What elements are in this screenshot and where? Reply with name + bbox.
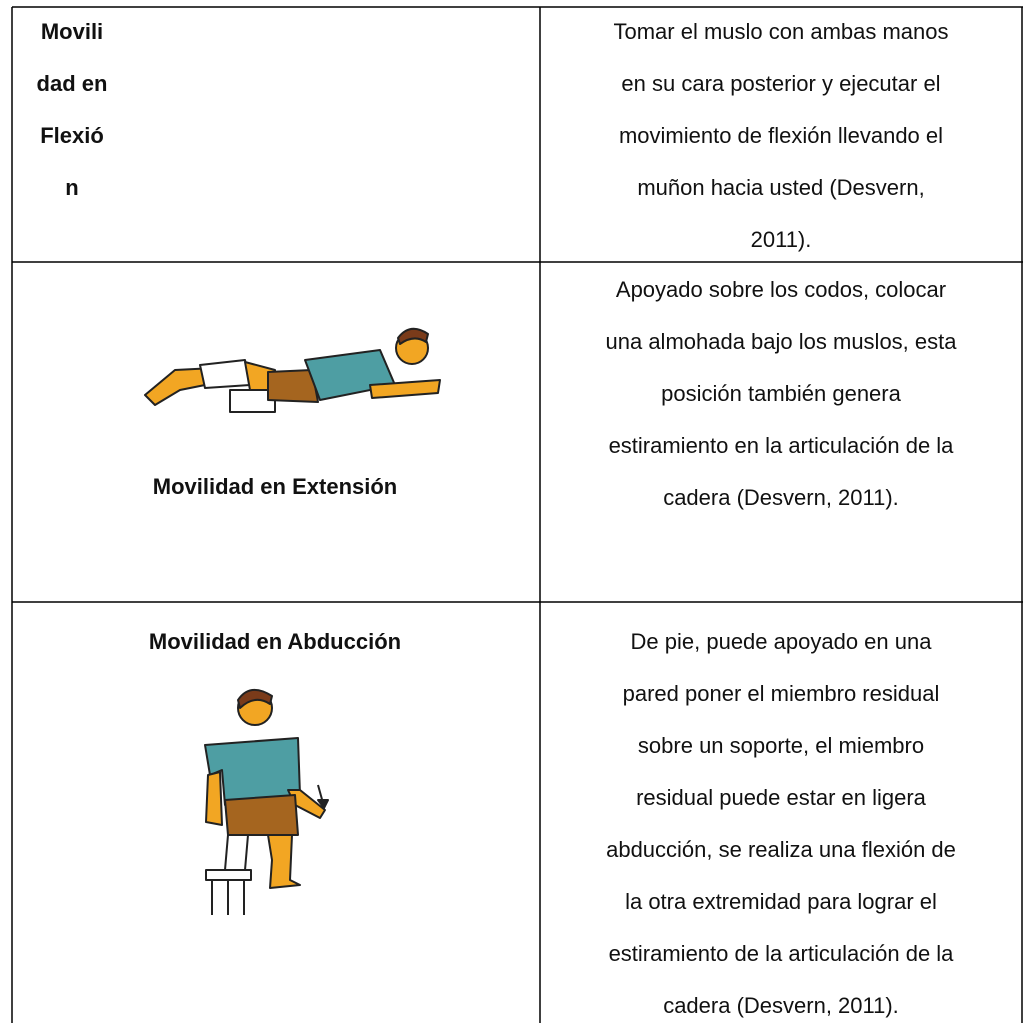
row-label: Movilidad en Extensión: [152, 474, 398, 499]
description-line: abducción, se realiza una flexión de: [606, 837, 956, 862]
abduction-illustration: [204, 689, 329, 915]
extension-illustration: [144, 327, 441, 413]
description-line: en su cara posterior y ejecutar el: [621, 71, 941, 96]
description-line: cadera (Desvern, 2011).: [663, 485, 899, 510]
description-line: una almohada bajo los muslos, esta: [605, 329, 957, 354]
label-line: dad en: [36, 71, 108, 96]
description-line: posición también genera: [661, 381, 901, 406]
description-line: estiramiento en la articulación de la: [608, 433, 954, 458]
description-line: muñon hacia usted (Desvern,: [637, 175, 925, 200]
description-line: pared poner el miembro residual: [622, 681, 940, 706]
description-line: residual puede estar en ligera: [636, 785, 926, 810]
description-line: estiramiento de la articulación de la: [608, 941, 954, 966]
description-line: Tomar el muslo con ambas manos: [613, 19, 949, 44]
description-line: movimiento de flexión llevando el: [618, 123, 944, 148]
label-line: Flexió: [40, 123, 104, 148]
table-borders: [11, 6, 1023, 1023]
description-line: cadera (Desvern, 2011).: [663, 993, 899, 1018]
description-line: la otra extremidad para lograr el: [625, 889, 937, 914]
description-line: Apoyado sobre los codos, colocar: [615, 277, 947, 302]
description-line: 2011).: [750, 227, 812, 252]
description-line: sobre un soporte, el miembro: [637, 733, 925, 758]
row-label: Movilidad en Abducción: [148, 629, 402, 654]
label-line: Movili: [40, 19, 104, 44]
description-line: De pie, puede apoyado en una: [630, 629, 932, 654]
label-line: n: [65, 175, 79, 200]
